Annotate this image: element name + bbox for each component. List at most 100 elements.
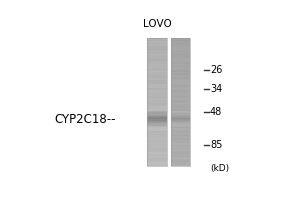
Bar [171, 130, 190, 132]
Bar [147, 131, 167, 133]
Bar [147, 155, 167, 156]
Bar [171, 118, 190, 119]
Bar [171, 139, 190, 140]
Bar [147, 137, 167, 138]
Bar [147, 126, 167, 127]
Bar [171, 89, 190, 90]
Bar [147, 105, 167, 106]
Bar [147, 78, 167, 79]
Bar [147, 46, 167, 47]
Bar [171, 119, 190, 120]
Bar [147, 52, 167, 53]
Bar [147, 80, 167, 82]
Bar [171, 109, 190, 110]
Bar [147, 85, 167, 86]
Bar [147, 153, 167, 154]
Bar [171, 66, 190, 68]
Bar [147, 130, 167, 132]
Bar [171, 80, 190, 82]
Bar [171, 131, 190, 133]
Bar [147, 154, 167, 155]
Bar [171, 44, 190, 45]
Bar [147, 136, 167, 137]
Bar [147, 138, 167, 139]
Bar [147, 97, 167, 99]
Bar [171, 162, 190, 164]
Bar [147, 69, 167, 70]
Bar [171, 121, 190, 122]
Bar [147, 164, 167, 166]
Bar [147, 111, 167, 112]
Bar [171, 104, 190, 105]
Bar [147, 142, 167, 143]
Bar [171, 43, 190, 44]
Bar [171, 73, 190, 74]
Bar [171, 95, 190, 96]
Bar [147, 109, 167, 110]
Bar [147, 60, 167, 61]
Bar [147, 73, 167, 74]
Bar [171, 122, 190, 123]
Text: CYP2C18--: CYP2C18-- [54, 113, 116, 126]
Bar [147, 59, 167, 60]
Bar [147, 96, 167, 98]
Bar [147, 39, 167, 40]
Bar [171, 126, 190, 127]
Bar [147, 147, 167, 149]
Bar [147, 157, 167, 158]
Bar [171, 52, 190, 53]
Bar [147, 139, 167, 140]
Bar [171, 161, 190, 162]
Bar [171, 101, 190, 102]
Bar [171, 114, 190, 116]
Bar [147, 62, 167, 63]
Bar [171, 120, 190, 121]
Bar [171, 110, 190, 111]
Bar [147, 50, 167, 52]
Text: LOVO: LOVO [143, 19, 172, 29]
Text: 26: 26 [210, 65, 222, 75]
Bar [147, 102, 167, 103]
Bar [147, 93, 167, 94]
Bar [147, 98, 167, 100]
Bar [171, 127, 190, 128]
Bar [171, 88, 190, 89]
Bar [147, 120, 167, 121]
Bar [171, 54, 190, 55]
Bar [147, 152, 167, 153]
Bar [147, 71, 167, 72]
Bar [171, 59, 190, 60]
Bar [171, 49, 190, 51]
Bar [171, 76, 190, 77]
Bar [147, 86, 167, 87]
Bar [147, 140, 167, 141]
Bar [171, 90, 190, 91]
Bar [147, 151, 167, 152]
Bar [147, 88, 167, 89]
Bar [171, 112, 190, 113]
Bar [147, 53, 167, 54]
Bar [147, 144, 167, 145]
Bar [171, 46, 190, 47]
Bar [147, 40, 167, 41]
Bar [171, 75, 190, 76]
Bar [147, 160, 167, 161]
Bar [171, 123, 190, 124]
Bar [147, 141, 167, 142]
Bar [147, 41, 167, 42]
Bar [147, 143, 167, 144]
Bar [147, 117, 167, 118]
Bar [171, 70, 190, 71]
Bar [171, 57, 190, 58]
Bar [171, 115, 190, 117]
Bar [147, 163, 167, 165]
Bar [171, 86, 190, 87]
Text: (kD): (kD) [210, 164, 229, 173]
Bar [171, 133, 190, 134]
Bar [147, 79, 167, 80]
Bar [171, 103, 190, 104]
Bar [171, 107, 190, 108]
Text: 48: 48 [210, 107, 222, 117]
Bar [147, 125, 167, 126]
Bar [147, 47, 167, 49]
